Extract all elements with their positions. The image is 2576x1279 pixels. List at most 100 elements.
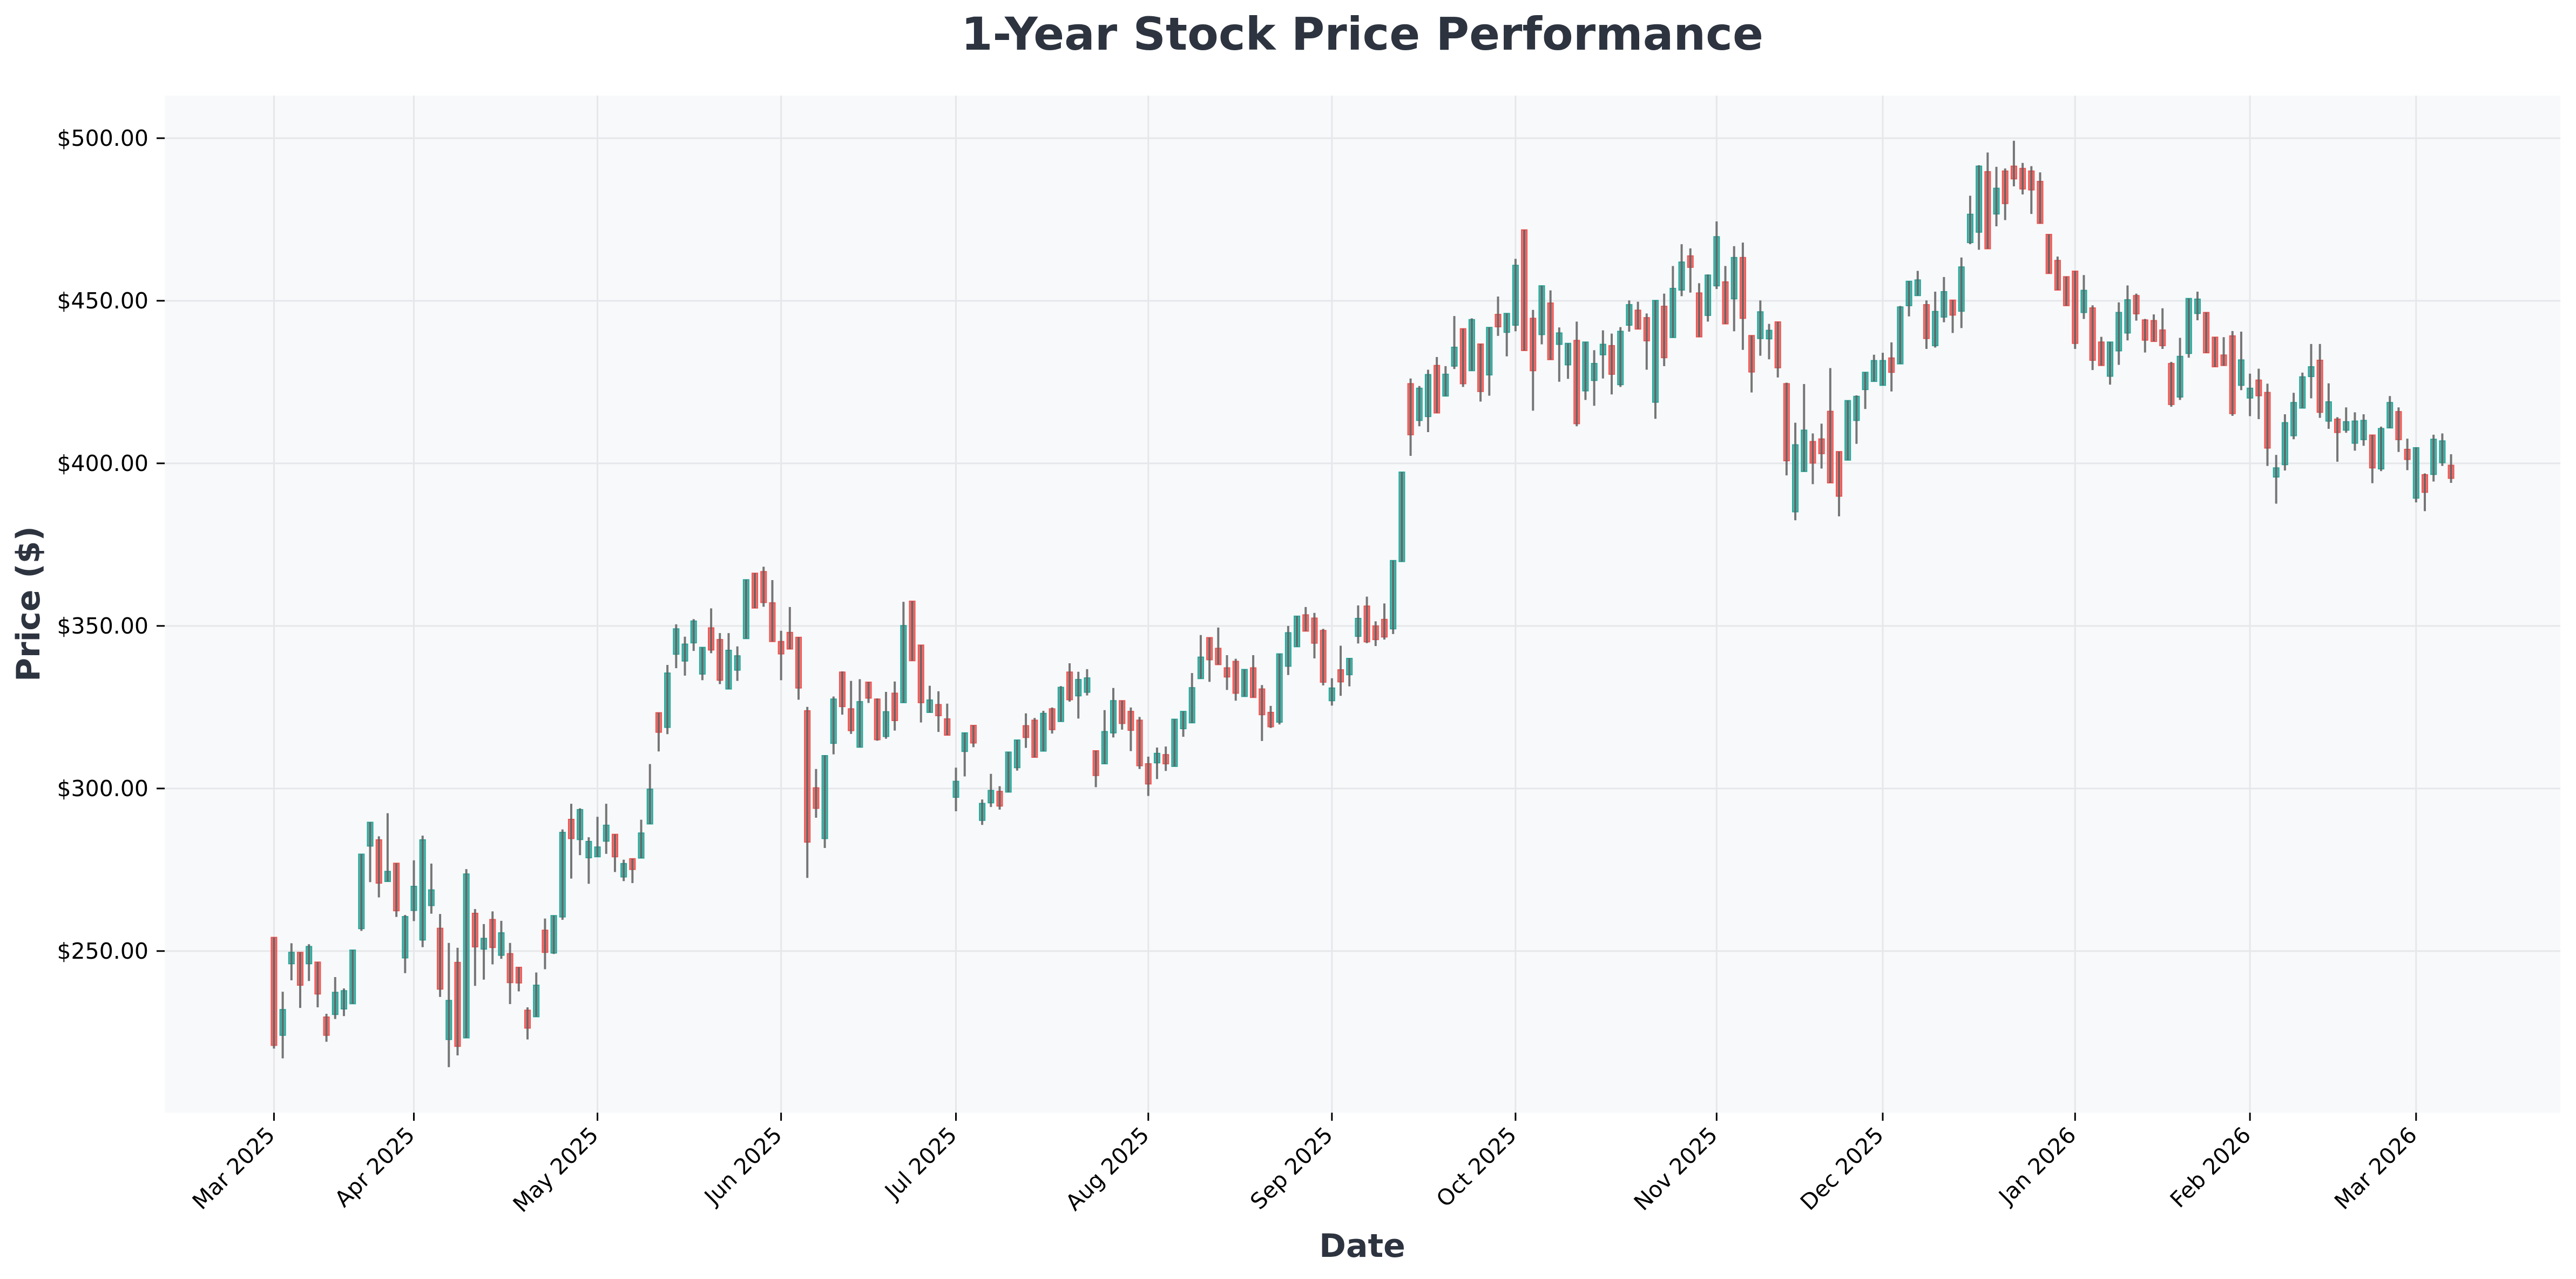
candle-down [1783,382,1790,476]
candle-up [2185,298,2192,358]
candle-up [1914,271,1921,297]
y-axis: $250.00 $300.00 $350.00 $400.00 $450.00 $500.… [57,125,165,964]
candle-down [1049,707,1056,734]
x-axis-label: Date [1319,1227,1405,1265]
candle-up [1442,366,1449,397]
candle-up [1153,747,1160,779]
candle-up [690,619,697,651]
candle-up [2247,373,2254,416]
candle-up [1197,635,1204,679]
candle-down [375,836,382,898]
candle-down [1739,243,1746,350]
candle-up [594,817,601,858]
candle-up [1171,718,1178,767]
candle-down [524,1007,531,1040]
candle-down [1774,321,1781,378]
candle-up [725,633,732,690]
candle-up [821,755,828,848]
candle-down [2212,336,2219,368]
candle-down [454,947,461,1056]
candle-up [1005,751,1012,793]
candle-up [2281,414,2288,471]
candle-down [944,703,951,736]
candle-down [813,769,820,818]
candle-down [2019,163,2026,195]
candle-up [646,764,653,825]
candle-up [1905,280,1912,317]
candle-down [935,691,942,732]
candle-down [1136,717,1143,769]
candle-down [1127,707,1134,751]
candle-up [2308,344,2315,399]
candle-down [760,567,767,607]
candle-up [1486,327,1493,396]
candle-up [1941,277,1948,322]
candle-up [673,624,680,669]
candle-down [848,681,855,734]
candle-up [349,950,356,1005]
candle-down [1434,356,1441,414]
candle-up [1451,316,1458,369]
candle-up [1328,678,1335,706]
candle-up [1390,560,1397,634]
candle-up [559,829,566,920]
candle-down [2098,336,2105,366]
candle-up [585,837,592,884]
candle-up [1276,653,1283,725]
candle-up [1424,369,1431,433]
candle-down [2054,256,2061,291]
y-tick-label: $500.00 [57,125,148,151]
candle-down [2369,434,2376,483]
candle-down [314,961,321,1007]
candle-down [769,580,776,642]
candle-up [1801,383,1808,472]
candle-down [1031,718,1038,758]
candle-up [1075,671,1082,719]
candle-up [1057,686,1064,722]
candle-up [1958,257,1965,328]
candle-down [2334,417,2341,462]
candle-up [498,920,505,959]
candle-up [1617,327,1624,387]
candle-up [419,836,426,947]
candle-down [1311,612,1318,659]
candle-up [1188,673,1195,724]
candle-up [603,804,610,854]
candle-down [1259,685,1266,741]
candle-down [1634,301,1641,330]
candle-up [699,647,706,681]
candle-down [611,833,618,872]
candle-down [393,863,400,917]
candle-up [279,992,286,1059]
candle-down [506,943,513,1004]
candle-down [909,601,916,662]
candle-down [2421,473,2429,511]
candle-down [2220,337,2227,366]
candle-down [2159,308,2166,349]
candle-up [1862,372,1869,409]
candle-down [2045,234,2052,274]
candle-down [1381,603,1388,640]
plot-background [165,96,2560,1113]
candle-up [620,859,627,881]
candle-down [1363,596,1370,643]
chart-title: 1-Year Stock Price Performance [961,8,1763,60]
candle-down [865,681,872,703]
candle-up [1591,350,1598,406]
candle-down [271,937,278,1049]
candle-up [2124,285,2131,341]
candle-up [1713,221,1720,290]
candle-down [1232,658,1239,701]
candle-down [629,858,636,884]
candle-down [1066,663,1073,702]
candle-down [1320,629,1327,685]
candle-down [891,681,898,731]
candle-down [804,706,811,878]
candle-down [1459,328,1466,387]
candle-up [2080,275,2087,319]
candle-down [1092,750,1099,787]
y-tick-label: $400.00 [57,450,148,476]
candle-down [2316,344,2323,418]
